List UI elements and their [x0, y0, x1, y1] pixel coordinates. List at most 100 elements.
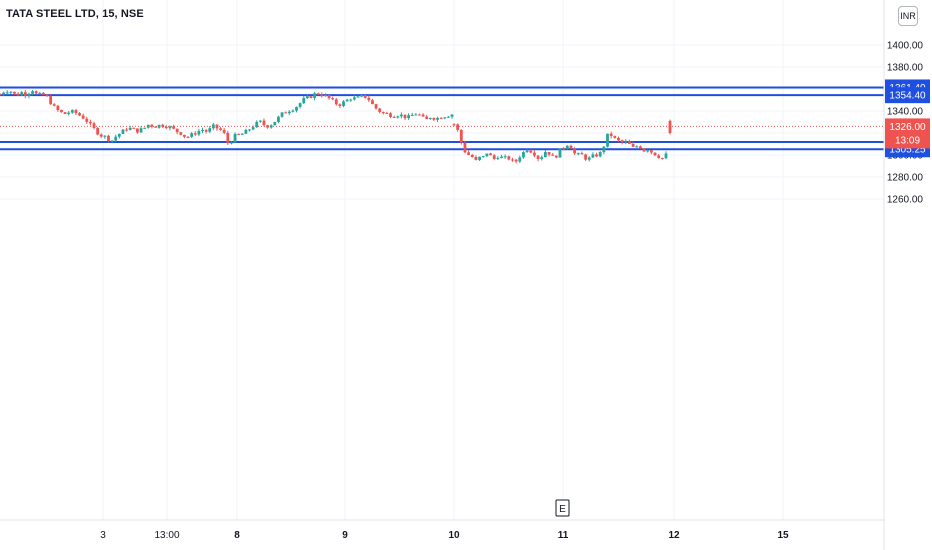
candle	[367, 95, 371, 103]
candle	[428, 117, 432, 120]
last-price-tag	[885, 118, 930, 149]
candle	[121, 128, 125, 134]
candle	[9, 91, 13, 95]
candle	[489, 152, 492, 156]
candle	[172, 124, 175, 130]
candle	[425, 114, 429, 120]
candle	[13, 91, 16, 95]
candle	[584, 153, 587, 161]
candle	[407, 113, 411, 120]
event-marker[interactable]: E	[555, 499, 570, 517]
candle	[470, 153, 474, 158]
x-tick-label: 15	[777, 530, 789, 541]
candle	[522, 151, 525, 159]
candle	[565, 145, 569, 150]
candle	[642, 147, 646, 152]
candle	[179, 131, 183, 136]
candle	[624, 139, 628, 145]
horizontal-levels[interactable]	[0, 86, 884, 151]
candle	[291, 109, 295, 113]
candle	[342, 100, 345, 108]
candle	[164, 125, 168, 130]
candle	[485, 153, 489, 158]
candle	[331, 96, 335, 101]
candle	[230, 141, 233, 145]
candle	[114, 134, 118, 142]
candle	[664, 151, 668, 160]
candle	[67, 111, 71, 116]
candle	[609, 131, 613, 139]
candle	[418, 113, 421, 116]
candle	[255, 120, 259, 129]
candle	[295, 106, 298, 113]
candle	[562, 147, 566, 151]
level-price-label: 1354.40	[889, 91, 926, 102]
candle	[467, 150, 471, 156]
candle	[452, 122, 456, 127]
candle	[23, 89, 27, 99]
x-tick-label: 12	[668, 530, 680, 541]
candle	[226, 130, 230, 145]
candle	[399, 112, 403, 119]
candle	[503, 154, 507, 159]
candle	[646, 149, 650, 153]
candle	[262, 118, 266, 127]
candle	[99, 133, 103, 139]
level-price-tag	[885, 87, 930, 104]
y-tick-label: 1340.00	[887, 107, 924, 118]
currency-button[interactable]: INR	[898, 6, 918, 26]
candle	[533, 150, 536, 158]
candle	[660, 157, 664, 160]
candle	[34, 90, 38, 94]
candle	[554, 155, 558, 159]
candle	[298, 102, 302, 109]
candle	[327, 94, 331, 100]
candle	[338, 103, 342, 108]
candle	[320, 92, 324, 98]
candle	[74, 109, 78, 116]
candle	[27, 92, 31, 99]
candle	[620, 139, 624, 145]
candle	[396, 115, 400, 119]
candle	[305, 94, 309, 100]
candle	[168, 125, 172, 131]
candle	[514, 158, 518, 164]
candle	[463, 141, 467, 154]
candle	[507, 155, 511, 161]
candle	[543, 149, 547, 158]
candle	[334, 97, 338, 106]
candle	[161, 123, 165, 129]
candle	[197, 128, 201, 137]
candle	[107, 134, 110, 143]
candle	[52, 103, 56, 107]
candle	[385, 111, 389, 114]
candle	[360, 94, 363, 98]
candle	[204, 128, 208, 134]
candle	[237, 133, 241, 136]
candle	[190, 132, 194, 138]
candle	[277, 115, 280, 124]
candle	[240, 133, 244, 135]
candle	[540, 155, 544, 161]
y-tick-label: 1260.00	[887, 195, 924, 206]
candle	[587, 156, 591, 162]
chart-title: TATA STEEL LTD, 15, NSE	[6, 8, 144, 20]
candle	[547, 151, 551, 157]
candle	[273, 121, 277, 126]
candle	[81, 113, 85, 119]
candle	[78, 111, 81, 117]
candle	[302, 95, 306, 105]
candle	[591, 152, 595, 159]
candle	[481, 155, 485, 158]
candle	[371, 98, 374, 105]
candle	[389, 112, 392, 119]
chart-grid	[0, 0, 884, 520]
candle	[157, 124, 161, 129]
time-axis[interactable]: 3 13:00 8 9 10 11 12 15	[100, 530, 789, 541]
candle	[432, 117, 436, 121]
candle	[45, 93, 49, 97]
candle	[569, 144, 573, 149]
candle	[392, 115, 396, 118]
candle	[496, 156, 500, 161]
